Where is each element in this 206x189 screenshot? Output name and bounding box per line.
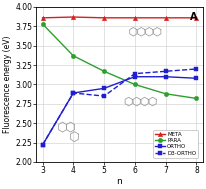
D3-ORTHO [134, 73, 136, 75]
ORTHO [164, 76, 167, 78]
Line: ORTHO: ORTHO [41, 75, 198, 147]
PARA [41, 23, 44, 25]
D3-ORTHO [164, 70, 167, 72]
PARA [103, 70, 105, 72]
D3-ORTHO [41, 144, 44, 146]
Text: A: A [190, 12, 198, 22]
META [164, 17, 167, 19]
D3-ORTHO [195, 68, 198, 70]
META [103, 17, 105, 19]
META [195, 17, 198, 19]
Line: D3-ORTHO: D3-ORTHO [41, 67, 198, 147]
Y-axis label: Fluorescence energy (eV): Fluorescence energy (eV) [4, 36, 13, 133]
D3-ORTHO [103, 95, 105, 97]
META [134, 17, 136, 19]
PARA [195, 97, 198, 100]
ORTHO [72, 92, 75, 94]
ORTHO [103, 87, 105, 89]
PARA [72, 55, 75, 57]
PARA [134, 83, 136, 86]
ORTHO [195, 77, 198, 79]
Line: PARA: PARA [40, 22, 199, 101]
Line: META: META [40, 15, 199, 20]
D3-ORTHO [72, 92, 75, 94]
ORTHO [134, 76, 136, 78]
META [72, 16, 75, 18]
X-axis label: n: n [117, 177, 122, 186]
Legend: META, PARA, ORTHO, D3-ORTHO: META, PARA, ORTHO, D3-ORTHO [153, 130, 198, 158]
PARA [164, 93, 167, 95]
ORTHO [41, 144, 44, 146]
META [41, 17, 44, 19]
